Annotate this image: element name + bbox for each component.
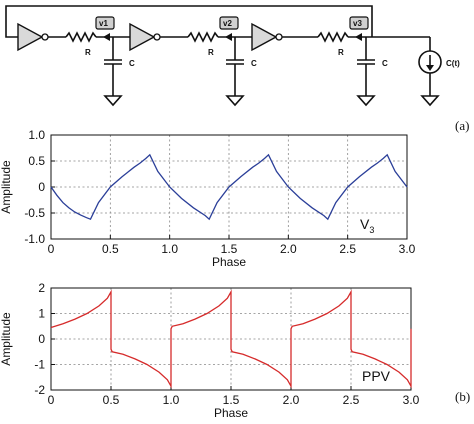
y-tick-label: -0.5 bbox=[24, 206, 45, 220]
series-annotation-sub: 3 bbox=[369, 225, 374, 235]
x-tick-label: 2.5 bbox=[339, 242, 356, 256]
node-1-marker-icon bbox=[103, 33, 110, 41]
y-tick-label: 1 bbox=[38, 307, 45, 321]
x-tick-label: 0 bbox=[48, 242, 55, 256]
ground-4-icon bbox=[420, 95, 440, 107]
capacitor-3-label: C bbox=[382, 59, 388, 68]
x-tick-label: 3.0 bbox=[399, 242, 416, 256]
series-line-0 bbox=[50, 153, 408, 221]
x-tick-label: 0.5 bbox=[103, 393, 120, 407]
x-tick-label: 1.0 bbox=[161, 242, 178, 256]
x-tick-label: 2.0 bbox=[283, 393, 300, 407]
inverter-2-bubble-icon bbox=[153, 33, 161, 41]
series-annotation: V3 bbox=[360, 216, 374, 235]
node-v3-label: v3 bbox=[353, 19, 362, 28]
y-tick-label: 2 bbox=[38, 281, 45, 295]
ring-oscillator-circuit: R C v1 R C v2 R bbox=[5, 5, 469, 133]
inverter-2-icon bbox=[129, 22, 156, 52]
resistor-3-icon bbox=[317, 31, 349, 43]
resistor-2-icon bbox=[187, 31, 219, 43]
panel-label-b: (b) bbox=[455, 389, 470, 404]
x-axis-label: Phase bbox=[212, 255, 246, 269]
y-tick-label: 0.5 bbox=[28, 154, 45, 168]
inverter-3-bubble-icon bbox=[275, 33, 283, 41]
ppv-waveform-chart: 0 0.5 1.0 1.5 2.0 2.5 3.0 2 1 0 -1 -2 Phase Amplitude… bbox=[0, 281, 420, 420]
x-axis-label: Phase bbox=[214, 406, 248, 420]
node-v1-label: v1 bbox=[99, 19, 108, 28]
y-tick-label: 0 bbox=[38, 332, 45, 346]
inverter-1-bubble-icon bbox=[41, 33, 49, 41]
v3-waveform-chart: 0 0.5 1.0 1.5 2.0 2.5 3.0 1.0 0.5 0 -0.5 -1.0 Phase A… bbox=[0, 128, 416, 269]
resistor-2-label: R bbox=[208, 48, 214, 57]
y-tick-label: 1.0 bbox=[28, 128, 45, 142]
panel-label-a: (a) bbox=[455, 118, 469, 133]
x-tick-label: 2.5 bbox=[343, 393, 360, 407]
resistor-1-icon bbox=[65, 31, 97, 43]
y-axis-label: Amplitude bbox=[0, 160, 13, 214]
y-tick-label: -2 bbox=[34, 383, 45, 397]
x-tick-label: 1.5 bbox=[223, 393, 240, 407]
current-source-label: C(t) bbox=[446, 59, 460, 68]
node-v2-label: v2 bbox=[223, 19, 232, 28]
ground-1-icon bbox=[103, 95, 123, 107]
y-tick-label: 0 bbox=[38, 180, 45, 194]
capacitor-1-label: C bbox=[129, 59, 135, 68]
y-axis-label: Amplitude bbox=[0, 312, 13, 366]
series-annotation: PPV bbox=[362, 368, 391, 384]
y-tick-label: -1.0 bbox=[24, 232, 45, 246]
series-line-0 bbox=[50, 289, 412, 389]
x-tick-label: 3.0 bbox=[403, 393, 420, 407]
capacitor-2-label: C bbox=[251, 59, 257, 68]
x-tick-label: 2.0 bbox=[280, 242, 297, 256]
inverter-3-icon bbox=[251, 22, 278, 52]
x-tick-label: 1.5 bbox=[221, 242, 238, 256]
series-annotation-main: PPV bbox=[362, 368, 391, 384]
x-tick-label: 1.0 bbox=[163, 393, 180, 407]
node-v3-badge bbox=[349, 16, 369, 30]
current-source-arrow-icon bbox=[426, 65, 434, 71]
series-annotation-main: V bbox=[360, 216, 370, 232]
x-tick-label: 0 bbox=[48, 393, 55, 407]
resistor-1-label: R bbox=[85, 48, 91, 57]
node-v1-badge bbox=[95, 16, 115, 30]
node-2-marker-icon bbox=[225, 33, 232, 41]
x-tick-label: 0.5 bbox=[102, 242, 119, 256]
ground-3-icon bbox=[356, 95, 376, 107]
node-3-marker-icon bbox=[355, 33, 362, 41]
ground-2-icon bbox=[225, 95, 245, 107]
inverter-1-icon bbox=[17, 22, 44, 52]
feedback-wire bbox=[5, 5, 373, 38]
node-v2-badge bbox=[219, 16, 239, 30]
y-tick-label: -1 bbox=[34, 358, 45, 372]
resistor-3-label: R bbox=[338, 48, 344, 57]
